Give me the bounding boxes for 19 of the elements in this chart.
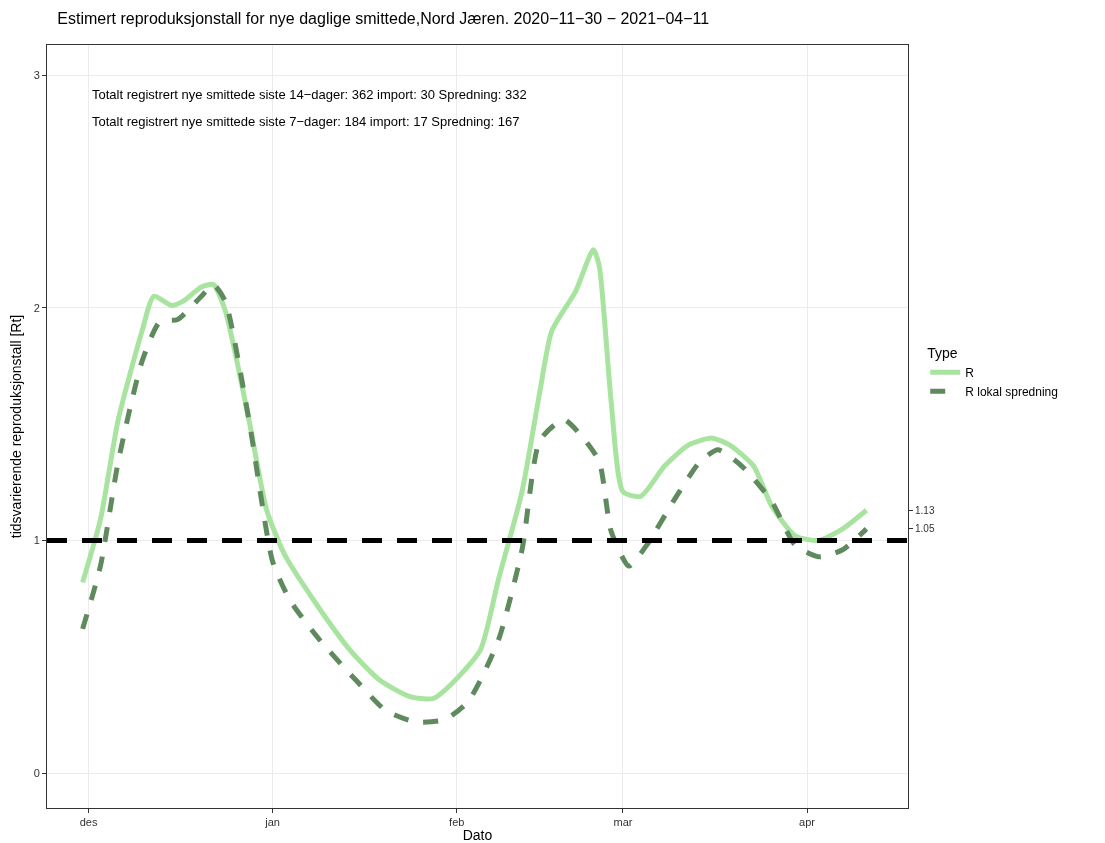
y-tick-label: 3 <box>33 69 40 82</box>
x-tick-label: mar <box>613 816 633 829</box>
y2-tick-label: 1.13 <box>915 504 935 516</box>
y2-tick-label: 1.05 <box>915 523 935 535</box>
chart-title: Estimert reproduksjonstall for nye daglige smittede,Nord Jæren. 2020−11−30 − 2021−04−11 <box>57 9 710 27</box>
legend-label: R <box>965 365 975 380</box>
x-tick-label: apr <box>799 816 816 829</box>
legend-label: R lokal spredning <box>965 384 1058 399</box>
y-tick-label: 0 <box>33 766 40 779</box>
x-tick-label: des <box>79 816 98 829</box>
y-axis-title: tidsvarierende reproduksjonstall [Rt] <box>8 314 25 539</box>
annotation: Totalt registrert nye smittede siste 7−dager: 184 import: 17 Spredning: 167 <box>92 114 520 129</box>
annotation: Totalt registrert nye smittede siste 14−dager: 362 import: 30 Spredning: 332 <box>92 87 527 102</box>
x-axis-title: Dato <box>462 827 493 843</box>
x-tick-label: feb <box>449 816 465 829</box>
x-tick-label: jan <box>264 816 280 829</box>
legend-title: Type <box>927 344 958 361</box>
y-tick-label: 2 <box>33 301 40 314</box>
y-tick-label: 1 <box>33 534 40 547</box>
